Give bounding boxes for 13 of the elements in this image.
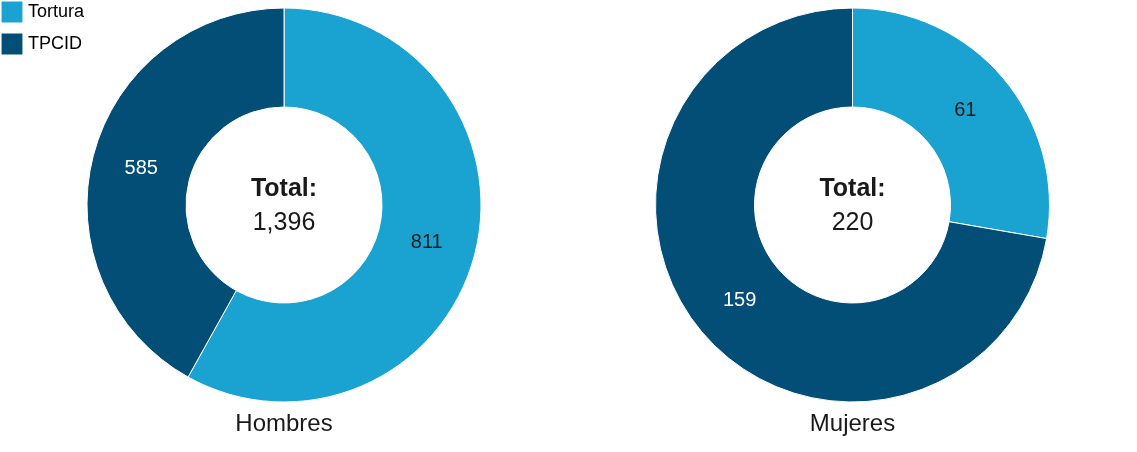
data-label: 811 bbox=[410, 230, 443, 253]
data-label: 61 bbox=[954, 98, 977, 121]
donut-slice bbox=[655, 7, 1048, 403]
data-label: 159 bbox=[722, 287, 757, 310]
data-label: 585 bbox=[124, 155, 158, 178]
text: Total: bbox=[250, 173, 318, 201]
text: Hombres bbox=[235, 409, 333, 436]
text: 220 bbox=[831, 207, 874, 235]
text: Mujeres bbox=[809, 409, 896, 436]
text: 1,396 bbox=[252, 207, 316, 235]
legend-label: Tortura bbox=[28, 1, 86, 21]
text: Total: bbox=[819, 173, 886, 201]
legend-label: TPCID bbox=[28, 33, 82, 53]
